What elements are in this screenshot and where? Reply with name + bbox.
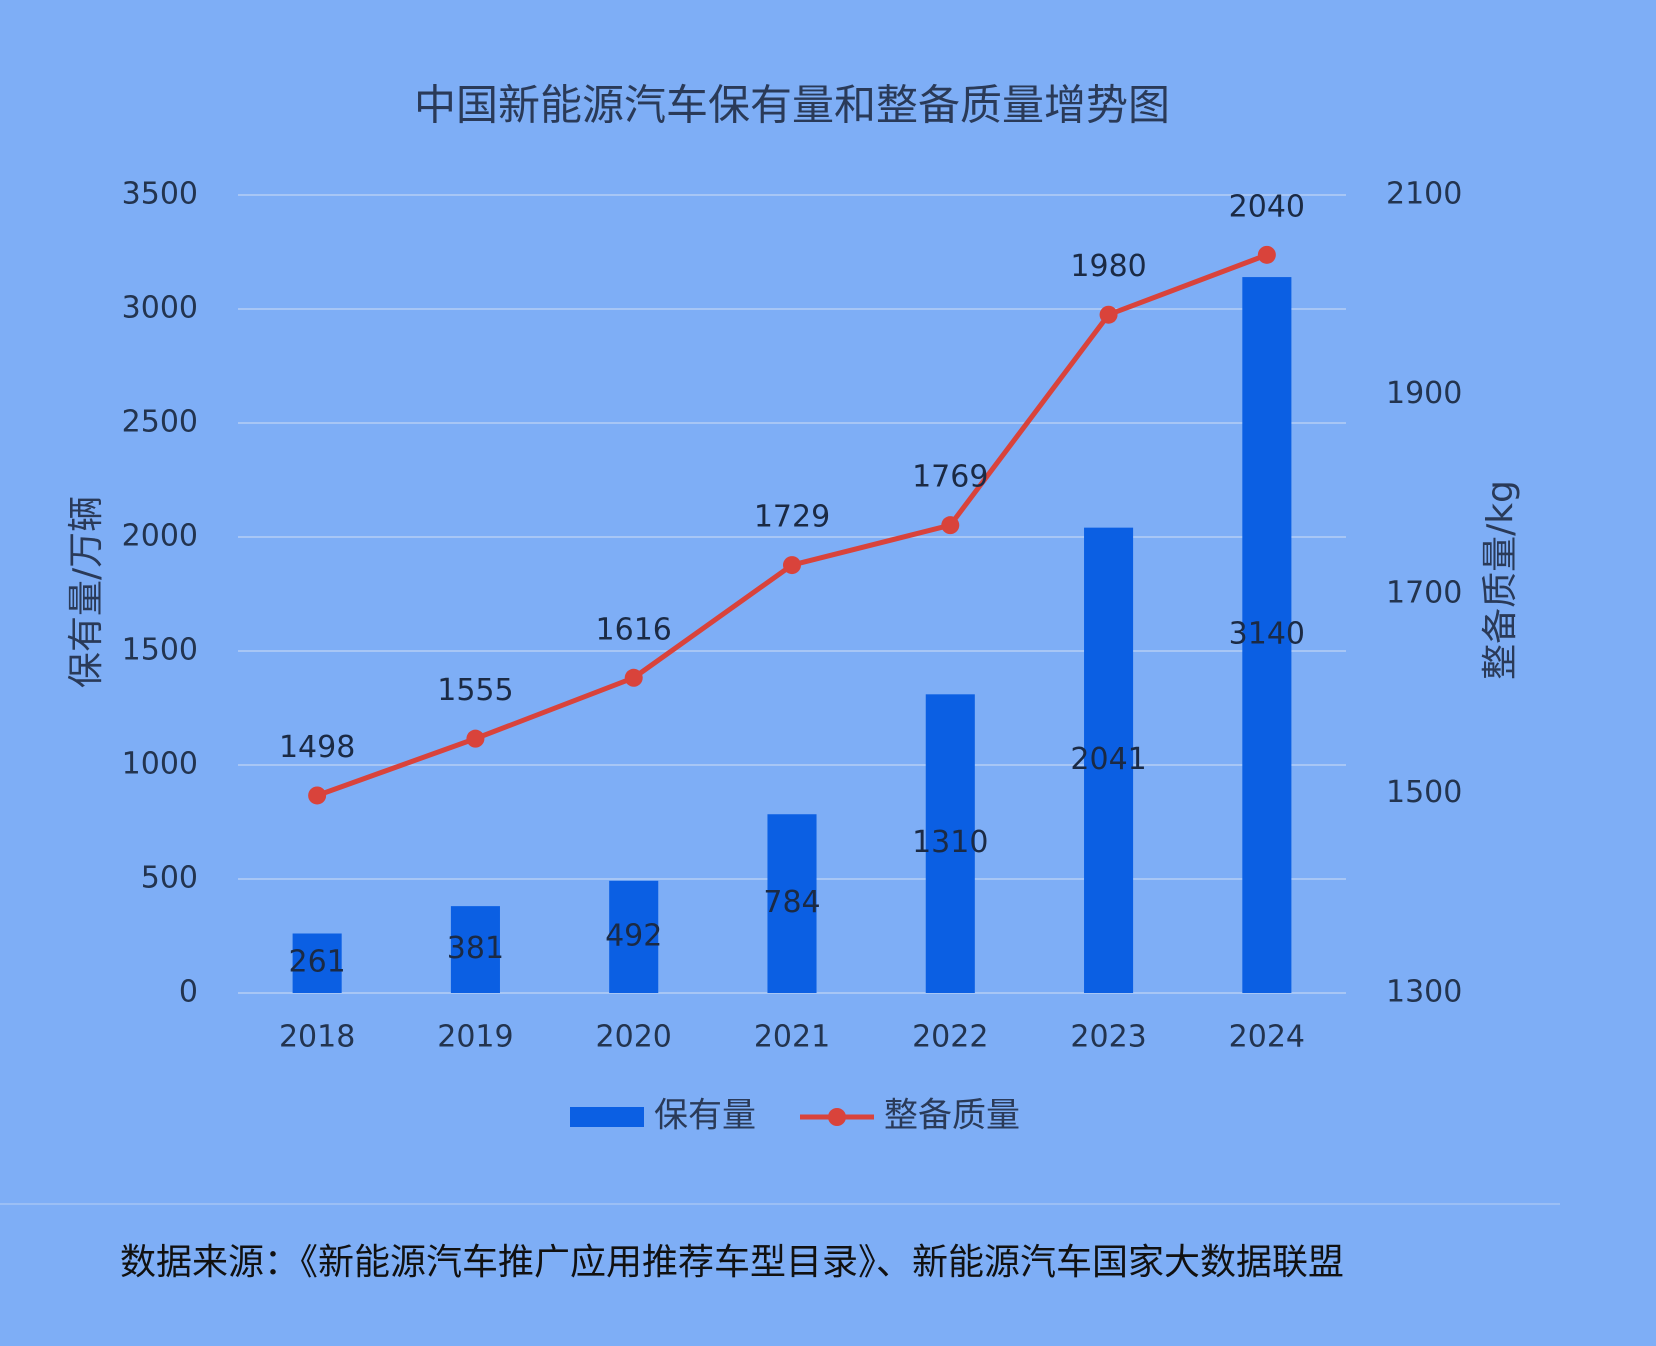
bar-value-label: 2041	[1070, 742, 1146, 777]
line-point	[783, 556, 801, 575]
line-value-label: 1498	[279, 730, 355, 765]
bar	[1242, 277, 1292, 994]
line-point	[466, 729, 485, 748]
line-point	[1099, 305, 1118, 324]
x-tick-label: 2024	[1229, 1020, 1305, 1055]
bar	[292, 933, 342, 993]
legend-swatch	[570, 1107, 644, 1127]
x-tick-label: 2018	[279, 1020, 355, 1055]
line-point	[941, 516, 960, 535]
y-tick-label: 2500	[122, 405, 198, 440]
bar	[450, 906, 500, 993]
y-tick-label: 0	[179, 975, 198, 1010]
y2-tick-label: 1700	[1386, 576, 1462, 611]
y-tick-label: 3000	[122, 291, 198, 326]
line-point	[1257, 245, 1276, 264]
y2-tick-label: 1900	[1386, 376, 1462, 411]
bar	[767, 814, 817, 993]
y-tick-label: 1000	[122, 747, 198, 782]
bar-value-label: 1310	[912, 825, 988, 860]
line-value-label: 1729	[754, 500, 830, 535]
y-tick-label: 3500	[122, 177, 198, 212]
legend-label: 保有量	[654, 1096, 756, 1136]
x-tick-label: 2022	[912, 1020, 988, 1055]
line-value-label: 1616	[596, 612, 672, 647]
y-tick-label: 2000	[122, 519, 198, 554]
bar-value-label: 3140	[1229, 617, 1305, 652]
x-tick-label: 2019	[437, 1020, 513, 1055]
bar-value-label: 261	[289, 945, 346, 980]
line-point	[624, 668, 643, 687]
legend-swatch-point	[828, 1108, 846, 1126]
bar-value-label: 784	[763, 885, 820, 920]
chart-title: 中国新能源汽车保有量和整备质量增势图	[414, 81, 1170, 130]
line-point	[308, 786, 327, 805]
bar	[609, 880, 659, 993]
x-tick-label: 2021	[754, 1020, 830, 1055]
y2-axis-label: 整备质量/kg	[1480, 480, 1521, 680]
y2-tick-label: 1500	[1386, 775, 1462, 810]
y-axis-label: 保有量/万辆	[66, 496, 107, 688]
bar-value-label: 381	[447, 931, 504, 966]
y-tick-label: 1500	[122, 633, 198, 668]
bar	[925, 694, 975, 993]
line-value-label: 1555	[437, 673, 513, 708]
y-tick-label: 500	[141, 861, 198, 896]
y2-tick-label: 2100	[1386, 177, 1462, 212]
bar	[1084, 527, 1134, 993]
x-tick-label: 2023	[1070, 1020, 1146, 1055]
source-note: 数据来源：《新能源汽车推广应用推荐车型目录》、新能源汽车国家大数据联盟	[120, 1242, 1344, 1283]
x-tick-label: 2020	[596, 1020, 672, 1055]
line-value-label: 1980	[1070, 249, 1146, 284]
y2-tick-label: 1300	[1386, 975, 1462, 1010]
line-value-label: 1769	[912, 460, 988, 495]
legend-label: 整备质量	[884, 1096, 1020, 1136]
line-value-label: 2040	[1229, 189, 1305, 224]
bar-value-label: 492	[605, 918, 662, 953]
